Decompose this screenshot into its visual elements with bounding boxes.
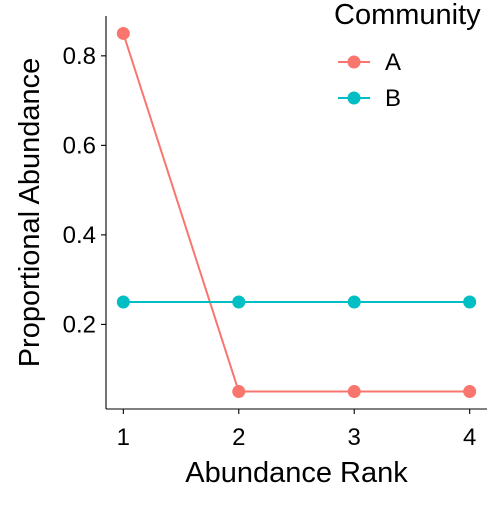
series-B (116, 295, 477, 309)
x-tick-label: 3 (348, 424, 361, 451)
x-tick-label: 1 (117, 424, 130, 451)
data-point (232, 385, 246, 399)
data-point (463, 385, 477, 399)
y-tick-label: 0.2 (63, 311, 96, 338)
series-line (122, 33, 470, 393)
legend: Community AB (334, 0, 481, 112)
y-tick-label: 0.6 (63, 132, 96, 159)
y-axis-title: Proportional Abundance (14, 58, 46, 368)
x-axis-title: Abundance Rank (185, 457, 408, 489)
y-tick-label: 0.8 (63, 43, 96, 70)
legend-label: B (385, 85, 401, 112)
data-point (116, 295, 130, 309)
x-tick-label: 4 (463, 424, 476, 451)
legend-item-A: A (338, 49, 401, 76)
legend-label: A (385, 49, 401, 76)
series-group (116, 26, 477, 399)
legend-key-point (347, 91, 361, 105)
y-tick-label: 0.4 (63, 222, 96, 249)
x-tick-label: 2 (232, 424, 245, 451)
series-A (116, 26, 477, 399)
axes (105, 16, 487, 410)
data-point (116, 26, 130, 40)
data-point (232, 295, 246, 309)
legend-key-point (347, 55, 361, 69)
legend-title: Community (334, 0, 481, 31)
y-ticks: 0.2 0.4 0.6 0.8 (63, 43, 106, 338)
data-point (347, 295, 361, 309)
legend-items: AB (338, 49, 401, 112)
data-point (463, 295, 477, 309)
data-point (347, 385, 361, 399)
legend-item-B: B (338, 85, 401, 112)
x-ticks: 1 2 3 4 (117, 409, 476, 451)
